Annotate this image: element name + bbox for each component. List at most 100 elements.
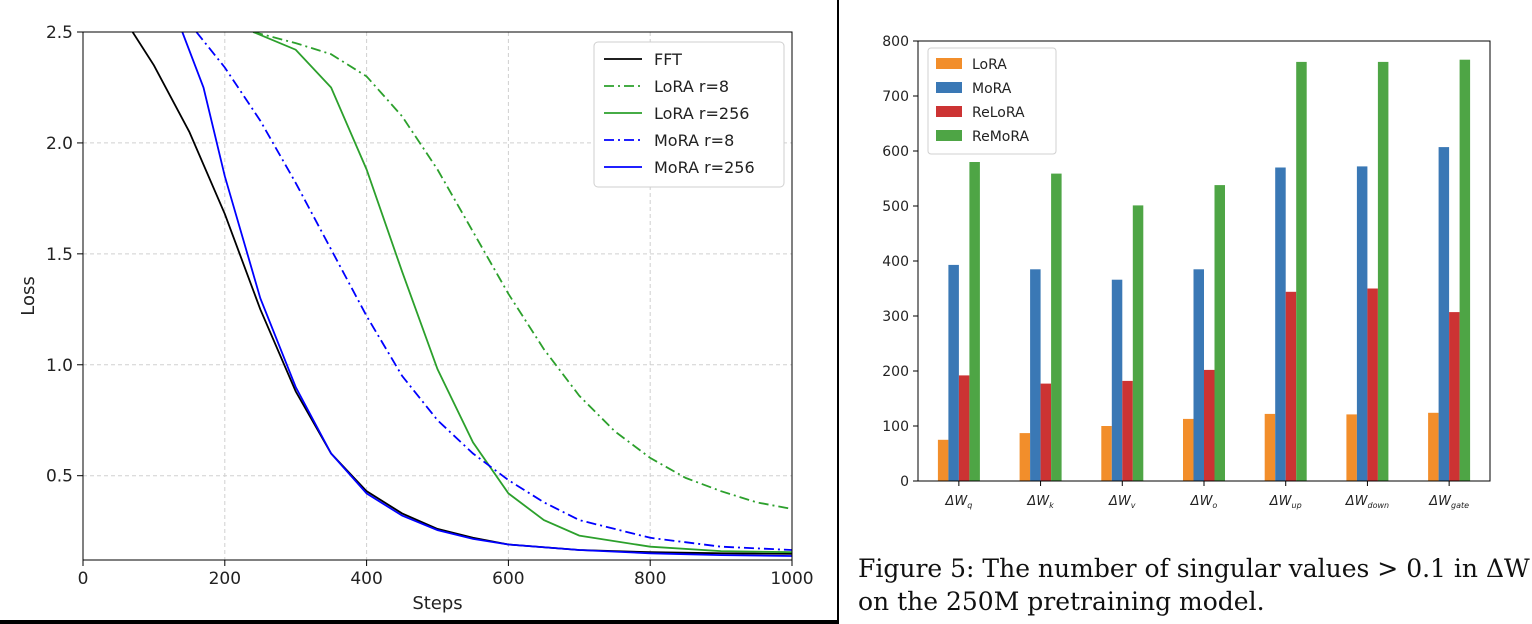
bar-relora-5 — [1367, 288, 1378, 481]
y-tick-label: 400 — [882, 254, 909, 270]
x-tick-label-sub: up — [1292, 501, 1302, 510]
bar-lora-5 — [1346, 414, 1357, 481]
x-tick-label: 400 — [350, 569, 382, 589]
plot-frame — [917, 40, 1491, 482]
bar-relora-6 — [1449, 312, 1460, 481]
x-tick-label: 600 — [492, 569, 524, 589]
bar-lora-6 — [1428, 412, 1439, 481]
x-tick-label-sub: q — [967, 501, 972, 510]
legend-label-remora: ReMoRA — [972, 129, 1030, 145]
bar-lora-1 — [1019, 433, 1031, 481]
bar-mora-4 — [1275, 167, 1286, 481]
x-tick-label-wdown: ΔWdown — [1345, 494, 1389, 510]
x-tick-label-main: ΔW — [944, 494, 968, 509]
x-tick-label-wo: ΔWo — [1190, 494, 1218, 510]
series-line-lora-r-8 — [252, 32, 792, 510]
x-tick-label: 1000 — [770, 569, 813, 589]
x-tick-label-sub: k — [1049, 501, 1054, 510]
bar-lora-4 — [1264, 413, 1276, 481]
y-tick-label: 500 — [882, 199, 909, 215]
legend-label-fft: FFT — [654, 50, 682, 69]
bar-relora-2 — [1122, 380, 1133, 481]
bar-remora-2 — [1132, 205, 1144, 481]
x-tick-label-main: ΔW — [1269, 494, 1293, 509]
bar-mora-3 — [1193, 269, 1204, 482]
bar-mora-2 — [1111, 279, 1123, 481]
legend-label-lora-r-256: LoRA r=256 — [654, 104, 749, 123]
panel-divider — [837, 0, 839, 624]
x-tick-label-main: ΔW — [1108, 494, 1132, 509]
y-tick-label: 700 — [882, 89, 909, 105]
legend-label-mora-r-256: MoRA r=256 — [654, 158, 755, 177]
y-tick-label: 0 — [900, 474, 909, 490]
loss-line-chart: 0 200 400 600 800 1000 0.5 1.0 1.5 2.0 2.5 Steps Los… — [18, 23, 814, 614]
figure-caption: Figure 5: The number of singular values … — [858, 552, 1532, 618]
x-tick-label-sub: down — [1368, 501, 1390, 510]
series-line-mora-r-256 — [181, 32, 792, 557]
y-tick-label: 800 — [882, 34, 909, 50]
legend-label-lora-r-8: LoRA r=8 — [654, 77, 729, 96]
bar-remora-4 — [1296, 61, 1307, 482]
bar-lora-0 — [937, 439, 949, 482]
legend-swatch-lora — [936, 58, 962, 69]
x-tick-label-wk: ΔWk — [1026, 494, 1054, 510]
x-tick-label: 800 — [634, 569, 666, 589]
x-tick-label-wgate: ΔWgate — [1428, 494, 1469, 510]
y-tick-label: 1.0 — [46, 356, 73, 376]
y-tick-label: 600 — [882, 144, 909, 160]
series-line-mora-r-8 — [195, 32, 792, 551]
bar-remora-3 — [1214, 185, 1225, 481]
y-axis-label: Loss — [18, 276, 39, 315]
legend-label-lora: LoRA — [972, 57, 1007, 73]
legend-swatch-relora — [936, 106, 962, 117]
plot-frame — [82, 31, 793, 561]
legend-swatch-remora — [936, 130, 962, 141]
bar-relora-3 — [1204, 369, 1215, 481]
y-tick-label: 2.0 — [46, 134, 73, 154]
legend-swatch-mora — [936, 82, 962, 93]
bar-lora-2 — [1101, 426, 1112, 481]
legend-label-relora: ReLoRA — [972, 105, 1025, 121]
bar-lora-3 — [1183, 418, 1194, 481]
x-tick-label-wv: ΔWv — [1108, 494, 1136, 510]
bar-relora-4 — [1285, 291, 1297, 481]
bar-remora-0 — [969, 162, 980, 481]
y-tick-label: 2.5 — [46, 23, 73, 43]
bar-remora-1 — [1051, 173, 1062, 481]
y-tick-label: 1.5 — [46, 245, 73, 265]
x-tick-label-wup: ΔWup — [1269, 494, 1302, 510]
caption-line-2: on the 250M pretraining model. — [858, 587, 1265, 616]
x-tick-label-sub: v — [1131, 501, 1136, 510]
legend-box — [593, 41, 785, 188]
legend-label-mora: MoRA — [972, 81, 1012, 97]
x-tick-label-sub: gate — [1451, 501, 1469, 510]
caption-line-1: Figure 5: The number of singular values … — [858, 554, 1530, 583]
bar-remora-5 — [1377, 61, 1389, 482]
y-tick-label: 100 — [882, 419, 909, 435]
x-tick-label: 0 — [78, 569, 89, 589]
x-axis-label: Steps — [412, 593, 462, 614]
y-tick-label: 200 — [882, 364, 909, 380]
x-tick-label-main: ΔW — [1428, 494, 1452, 509]
bar-relora-0 — [958, 375, 970, 481]
bar-relora-1 — [1040, 383, 1052, 481]
y-tick-label: 300 — [882, 309, 909, 325]
bar-mora-6 — [1438, 147, 1450, 481]
bar-mora-5 — [1356, 166, 1368, 481]
legend-box — [927, 47, 1057, 155]
series-line-lora-r-256 — [252, 32, 792, 554]
x-tick-label: 200 — [209, 569, 241, 589]
x-tick-label-main: ΔW — [1190, 494, 1214, 509]
bar-mora-0 — [948, 264, 959, 481]
x-tick-label-sub: o — [1212, 501, 1217, 510]
x-tick-label-main: ΔW — [1026, 494, 1050, 509]
x-tick-label-wq: ΔWq — [944, 494, 972, 510]
y-tick-label: 0.5 — [46, 467, 73, 487]
bar-mora-1 — [1030, 269, 1041, 482]
x-tick-label-main: ΔW — [1345, 494, 1369, 509]
bar-remora-6 — [1459, 59, 1471, 481]
panel-bottom-border — [0, 620, 839, 624]
legend-label-mora-r-8: MoRA r=8 — [654, 131, 734, 150]
